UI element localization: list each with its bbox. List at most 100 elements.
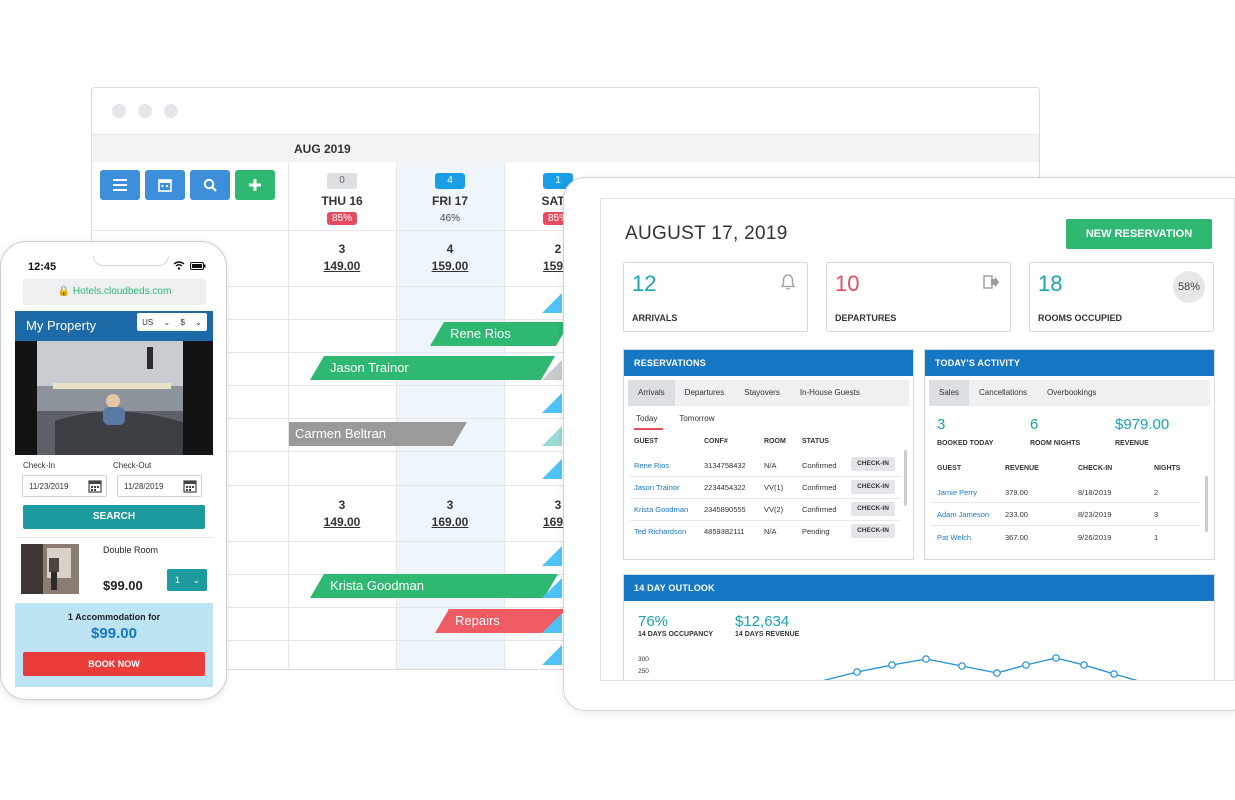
- revenue-value: $12,634: [735, 613, 790, 630]
- guest-link[interactable]: Jamie Perry: [937, 488, 978, 497]
- y-tick: 250: [638, 668, 649, 675]
- departures-card[interactable]: 10 DEPARTURES: [826, 262, 1011, 332]
- rooms-occupied-label: ROOMS OCCUPIED: [1038, 313, 1123, 323]
- booking-start-marker: [542, 393, 562, 413]
- search-button[interactable]: [190, 170, 230, 200]
- reservations-panel: RESERVATIONS Arrivals Departures Stayove…: [623, 349, 914, 560]
- col-status: STATUS: [802, 438, 829, 445]
- phone-notch: [93, 256, 169, 266]
- room-value: VV(2): [764, 505, 784, 514]
- property-photo: [15, 341, 213, 455]
- guest-link[interactable]: Rene Rios: [634, 461, 670, 470]
- col-guest: GUEST: [634, 438, 659, 445]
- day-name: THU 16: [321, 194, 363, 208]
- conf-number: 2234454322: [704, 483, 746, 492]
- booking-bar[interactable]: Rene Rios: [430, 322, 570, 346]
- guest-link[interactable]: Ted Richardson: [634, 527, 687, 536]
- y-tick: 300: [638, 656, 649, 663]
- url-bar[interactable]: 🔒 Hotels.cloudbeds.com: [23, 279, 206, 305]
- room-name: Double Room: [103, 545, 159, 555]
- tab-overbookings[interactable]: Overbookings: [1047, 388, 1097, 397]
- search-button[interactable]: SEARCH: [23, 505, 205, 529]
- room-card[interactable]: Double Room $99.00 1 ⌄: [15, 537, 213, 603]
- booking-start-marker: [542, 645, 562, 665]
- room-quantity-select[interactable]: 1 ⌄: [167, 569, 207, 591]
- day-subtabs: Today Tomorrow: [634, 412, 734, 430]
- booking-bar[interactable]: Carmen Beltran: [289, 422, 467, 446]
- room-value: N/A: [764, 461, 777, 470]
- check-in-field[interactable]: 11/23/2019: [22, 475, 107, 497]
- scrollbar[interactable]: [1205, 476, 1208, 532]
- rate-cell[interactable]: 3 149.00: [323, 498, 361, 529]
- day-name: FRI 17: [431, 194, 468, 208]
- window-dot[interactable]: [138, 104, 152, 118]
- chart-point: [993, 669, 1001, 677]
- occupancy-badge: 58%: [1173, 271, 1205, 303]
- calendar-button[interactable]: [145, 170, 185, 200]
- check-in-date: 8/18/2019: [1078, 488, 1112, 497]
- rooms-occupied-card[interactable]: 18 58% ROOMS OCCUPIED: [1029, 262, 1214, 332]
- window-dot[interactable]: [112, 104, 126, 118]
- room-value: VV(1): [764, 483, 784, 492]
- tab-stayovers[interactable]: Stayovers: [744, 388, 780, 397]
- phone-frame: 12:45 🔒 Hotels.cloudbeds.com My Property…: [0, 241, 227, 700]
- rooms-occupied-count: 18: [1038, 271, 1063, 296]
- check-in-button[interactable]: CHECK-IN: [851, 524, 895, 538]
- booking-bar[interactable]: Krista Goodman: [310, 574, 558, 598]
- guest-link[interactable]: Pat Welch: [937, 533, 972, 542]
- check-out-label: Check-Out: [113, 461, 152, 470]
- departures-label: DEPARTURES: [835, 313, 897, 323]
- tab-arrivals[interactable]: Arrivals: [628, 380, 675, 406]
- chart-point: [958, 662, 966, 670]
- check-in-button[interactable]: CHECK-IN: [851, 457, 895, 471]
- tab-sales[interactable]: Sales: [929, 380, 970, 406]
- lock-icon: 🔒: [57, 286, 71, 297]
- occupancy-badge: 46%: [439, 213, 460, 224]
- country-select[interactable]: US: [142, 317, 154, 327]
- locale-selector[interactable]: US ⌄ $ ⌄: [137, 313, 207, 331]
- day-count-badge: 0: [327, 173, 357, 189]
- outlook-panel: 14 DAY OUTLOOK 76% 14 DAYS OCCUPANCY $12…: [623, 574, 1215, 680]
- check-in-button[interactable]: CHECK-IN: [851, 502, 895, 516]
- rate-cell[interactable]: 4 159.00: [431, 242, 469, 273]
- booked-today-count: 3: [937, 416, 946, 433]
- check-in-value: 11/23/2019: [29, 482, 69, 491]
- booking-summary: 1 Accommodation for $99.00 BOOK NOW: [15, 603, 213, 687]
- occupancy-label: 14 DAYS OCCUPANCY: [638, 631, 714, 638]
- status-icons: [173, 261, 206, 270]
- tab-cancellations[interactable]: Cancellations: [979, 388, 1028, 397]
- subtab-tomorrow[interactable]: Tomorrow: [679, 414, 715, 423]
- guest-link[interactable]: Adam Jameson: [937, 510, 990, 519]
- conf-number: 3134758432: [704, 461, 746, 470]
- menu-button[interactable]: [100, 170, 140, 200]
- revenue-label: REVENUE: [1115, 440, 1149, 447]
- tab-in-house-guests[interactable]: In-House Guests: [799, 388, 860, 397]
- guest-link[interactable]: Krista Goodman: [634, 505, 689, 514]
- nights-value: 2: [1154, 488, 1159, 497]
- currency-select[interactable]: $: [180, 317, 185, 327]
- window-dot[interactable]: [164, 104, 178, 118]
- battery-icon: [190, 261, 206, 270]
- add-button[interactable]: [235, 170, 275, 200]
- book-now-button[interactable]: BOOK NOW: [23, 652, 205, 676]
- arrivals-card[interactable]: 12 ARRIVALS: [623, 262, 808, 332]
- rate-cell[interactable]: 3 149.00: [323, 242, 361, 273]
- check-out-field[interactable]: 11/28/2019: [117, 475, 202, 497]
- subtab-today[interactable]: Today: [634, 412, 664, 430]
- new-reservation-button[interactable]: NEW RESERVATION: [1066, 219, 1212, 249]
- booking-start-marker: [542, 293, 562, 313]
- chart-point: [1080, 661, 1088, 669]
- booking-bar[interactable]: Jason Trainor: [310, 356, 555, 380]
- search-icon: [203, 178, 217, 192]
- reservations-title: RESERVATIONS: [624, 350, 913, 376]
- tab-departures[interactable]: Departures: [684, 388, 725, 397]
- activity-title: TODAY'S ACTIVITY: [925, 350, 1214, 376]
- room-nights-label: ROOM NIGHTS: [1030, 440, 1081, 447]
- check-in-button[interactable]: CHECK-IN: [851, 480, 895, 494]
- day-header-fri: 4 FRI 17 46%: [396, 170, 504, 226]
- booking-bar[interactable]: Repairs: [435, 609, 565, 633]
- rate-cell[interactable]: 3 169.00: [431, 498, 469, 529]
- guest-link[interactable]: Jason Trainor: [634, 483, 680, 492]
- scrollbar[interactable]: [904, 450, 907, 506]
- chevron-down-icon: ⌄: [195, 317, 202, 327]
